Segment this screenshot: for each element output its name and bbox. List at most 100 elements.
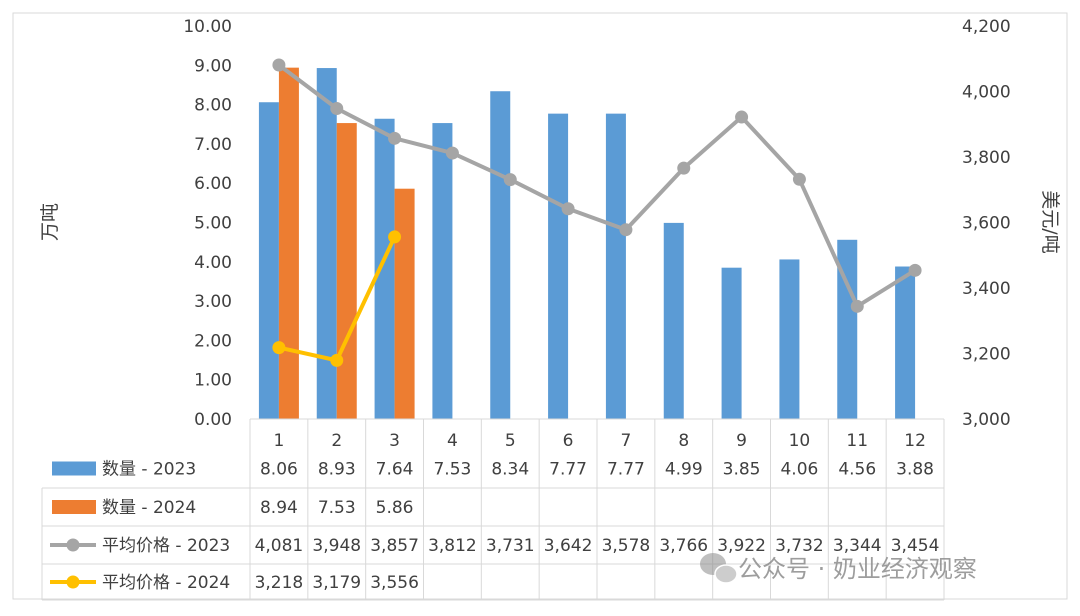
y-left-axis-title: 万吨 [39, 203, 61, 241]
price-point-2024-2 [330, 353, 344, 367]
y-left-tick-label: 8.00 [194, 96, 232, 116]
y-right-tick-label: 4,000 [962, 83, 1011, 103]
table-value-cell: 8.93 [318, 460, 356, 480]
y-right-tick-label: 3,400 [962, 279, 1011, 299]
table-value-cell: 7.64 [376, 460, 414, 480]
legend-key-bar-2023 [52, 461, 96, 476]
bar-2024-2 [336, 123, 357, 420]
table-value-cell: 3,218 [255, 573, 304, 593]
table-value-cell: 7.53 [318, 498, 356, 518]
table-value-cell: 4,081 [255, 536, 304, 556]
bar-2023-6 [548, 113, 569, 419]
price-point-2023-10 [792, 172, 806, 186]
price-point-2023-5 [503, 173, 517, 187]
y-left-tick-label: 9.00 [194, 56, 232, 76]
table-value-cell: 5.86 [376, 498, 414, 518]
table-value-cell: 3,731 [486, 536, 535, 556]
y-left-tick-label: 6.00 [194, 174, 232, 194]
table-value-cell: 3,732 [775, 536, 824, 556]
table-value-cell: 3,812 [428, 536, 477, 556]
x-category-label: 2 [331, 431, 342, 451]
bar-2023-11 [837, 239, 858, 419]
legend-series-name: 数量 - 2023 [102, 460, 196, 480]
table-value-cell: 3,948 [312, 536, 361, 556]
table-value-cell: 8.34 [491, 460, 529, 480]
y-right-tick-label: 3,200 [962, 345, 1011, 365]
bar-2023-10 [779, 259, 800, 419]
table-value-cell: 3.85 [723, 460, 761, 480]
y-right-tick-label: 3,800 [962, 148, 1011, 168]
x-category-label: 10 [789, 431, 811, 451]
y-left-tick-label: 5.00 [194, 214, 232, 234]
y-left-tick-label: 1.00 [194, 371, 232, 391]
table-value-cell: 3,642 [544, 536, 593, 556]
y-right-tick-label: 3,000 [962, 410, 1011, 430]
y-left-tick-label: 3.00 [194, 292, 232, 312]
legend-series-name: 平均价格 - 2023 [102, 536, 230, 556]
table-value-cell: 7.77 [607, 460, 645, 480]
table-value-cell: 3,556 [370, 573, 419, 593]
x-category-label: 8 [678, 431, 689, 451]
x-category-label: 9 [736, 431, 747, 451]
price-point-2024-3 [388, 230, 402, 244]
legend-key-marker-2023 [66, 538, 80, 552]
bar-2023-8 [663, 222, 684, 419]
price-point-2023-2 [330, 102, 344, 116]
bar-2024-3 [394, 188, 415, 419]
x-category-label: 3 [389, 431, 400, 451]
y-right-axis-title: 美元/吨 [1039, 190, 1061, 253]
table-value-cell: 7.53 [433, 460, 471, 480]
price-point-2023-9 [735, 110, 749, 124]
price-point-2023-1 [272, 58, 286, 72]
price-point-2024-1 [272, 341, 286, 355]
legend-series-name: 数量 - 2024 [102, 498, 196, 518]
price-point-2023-7 [619, 223, 633, 237]
y-left-tick-label: 4.00 [194, 253, 232, 273]
y-right-tick-label: 4,200 [962, 17, 1011, 37]
bar-2023-12 [895, 266, 916, 419]
legend-key-bar-2024 [52, 500, 96, 514]
table-value-cell: 3,179 [312, 573, 361, 593]
table-value-cell: 3,922 [717, 536, 766, 556]
y-left-tick-label: 7.00 [194, 135, 232, 155]
table-value-cell: 8.06 [260, 460, 298, 480]
table-value-cell: 3.88 [896, 460, 934, 480]
bar-2023-3 [374, 118, 395, 420]
y-right-tick-label: 3,600 [962, 214, 1011, 234]
table-value-cell: 3,857 [370, 536, 419, 556]
y-left-tick-label: 2.00 [194, 331, 232, 351]
x-category-label: 11 [846, 431, 868, 451]
table-value-cell: 3,454 [891, 536, 940, 556]
x-category-label: 6 [563, 431, 574, 451]
legend-series-name: 平均价格 - 2024 [102, 573, 230, 593]
table-value-cell: 4.06 [780, 460, 818, 480]
x-category-label: 12 [904, 431, 926, 451]
price-point-2023-6 [561, 202, 575, 216]
price-point-2023-11 [850, 299, 864, 313]
table-value-cell: 4.56 [838, 460, 876, 480]
wechat-icon [700, 553, 738, 584]
table-value-cell: 3,344 [833, 536, 882, 556]
table-value-cell: 3,578 [602, 536, 651, 556]
bar-2023-1 [258, 102, 279, 419]
price-point-2023-3 [388, 131, 402, 145]
x-category-label: 1 [274, 431, 285, 451]
legend-key-marker-2024 [66, 575, 80, 589]
table-value-cell: 8.94 [260, 498, 298, 518]
x-category-label: 7 [621, 431, 632, 451]
watermark-text: 公众号 · 奶业经济观察 [738, 555, 977, 583]
bar-2023-4 [432, 123, 453, 420]
table-value-cell: 7.77 [549, 460, 587, 480]
x-category-label: 5 [505, 431, 516, 451]
chart-border [12, 12, 1068, 600]
bar-2023-7 [605, 113, 626, 419]
price-point-2023-4 [445, 146, 459, 160]
price-line-2023 [277, 63, 917, 309]
bar-2024-1 [278, 67, 299, 420]
table-value-cell: 4.99 [665, 460, 703, 480]
y-left-tick-label: 10.00 [183, 17, 232, 37]
bar-2023-2 [316, 68, 337, 420]
table-value-cell: 3,766 [659, 536, 708, 556]
